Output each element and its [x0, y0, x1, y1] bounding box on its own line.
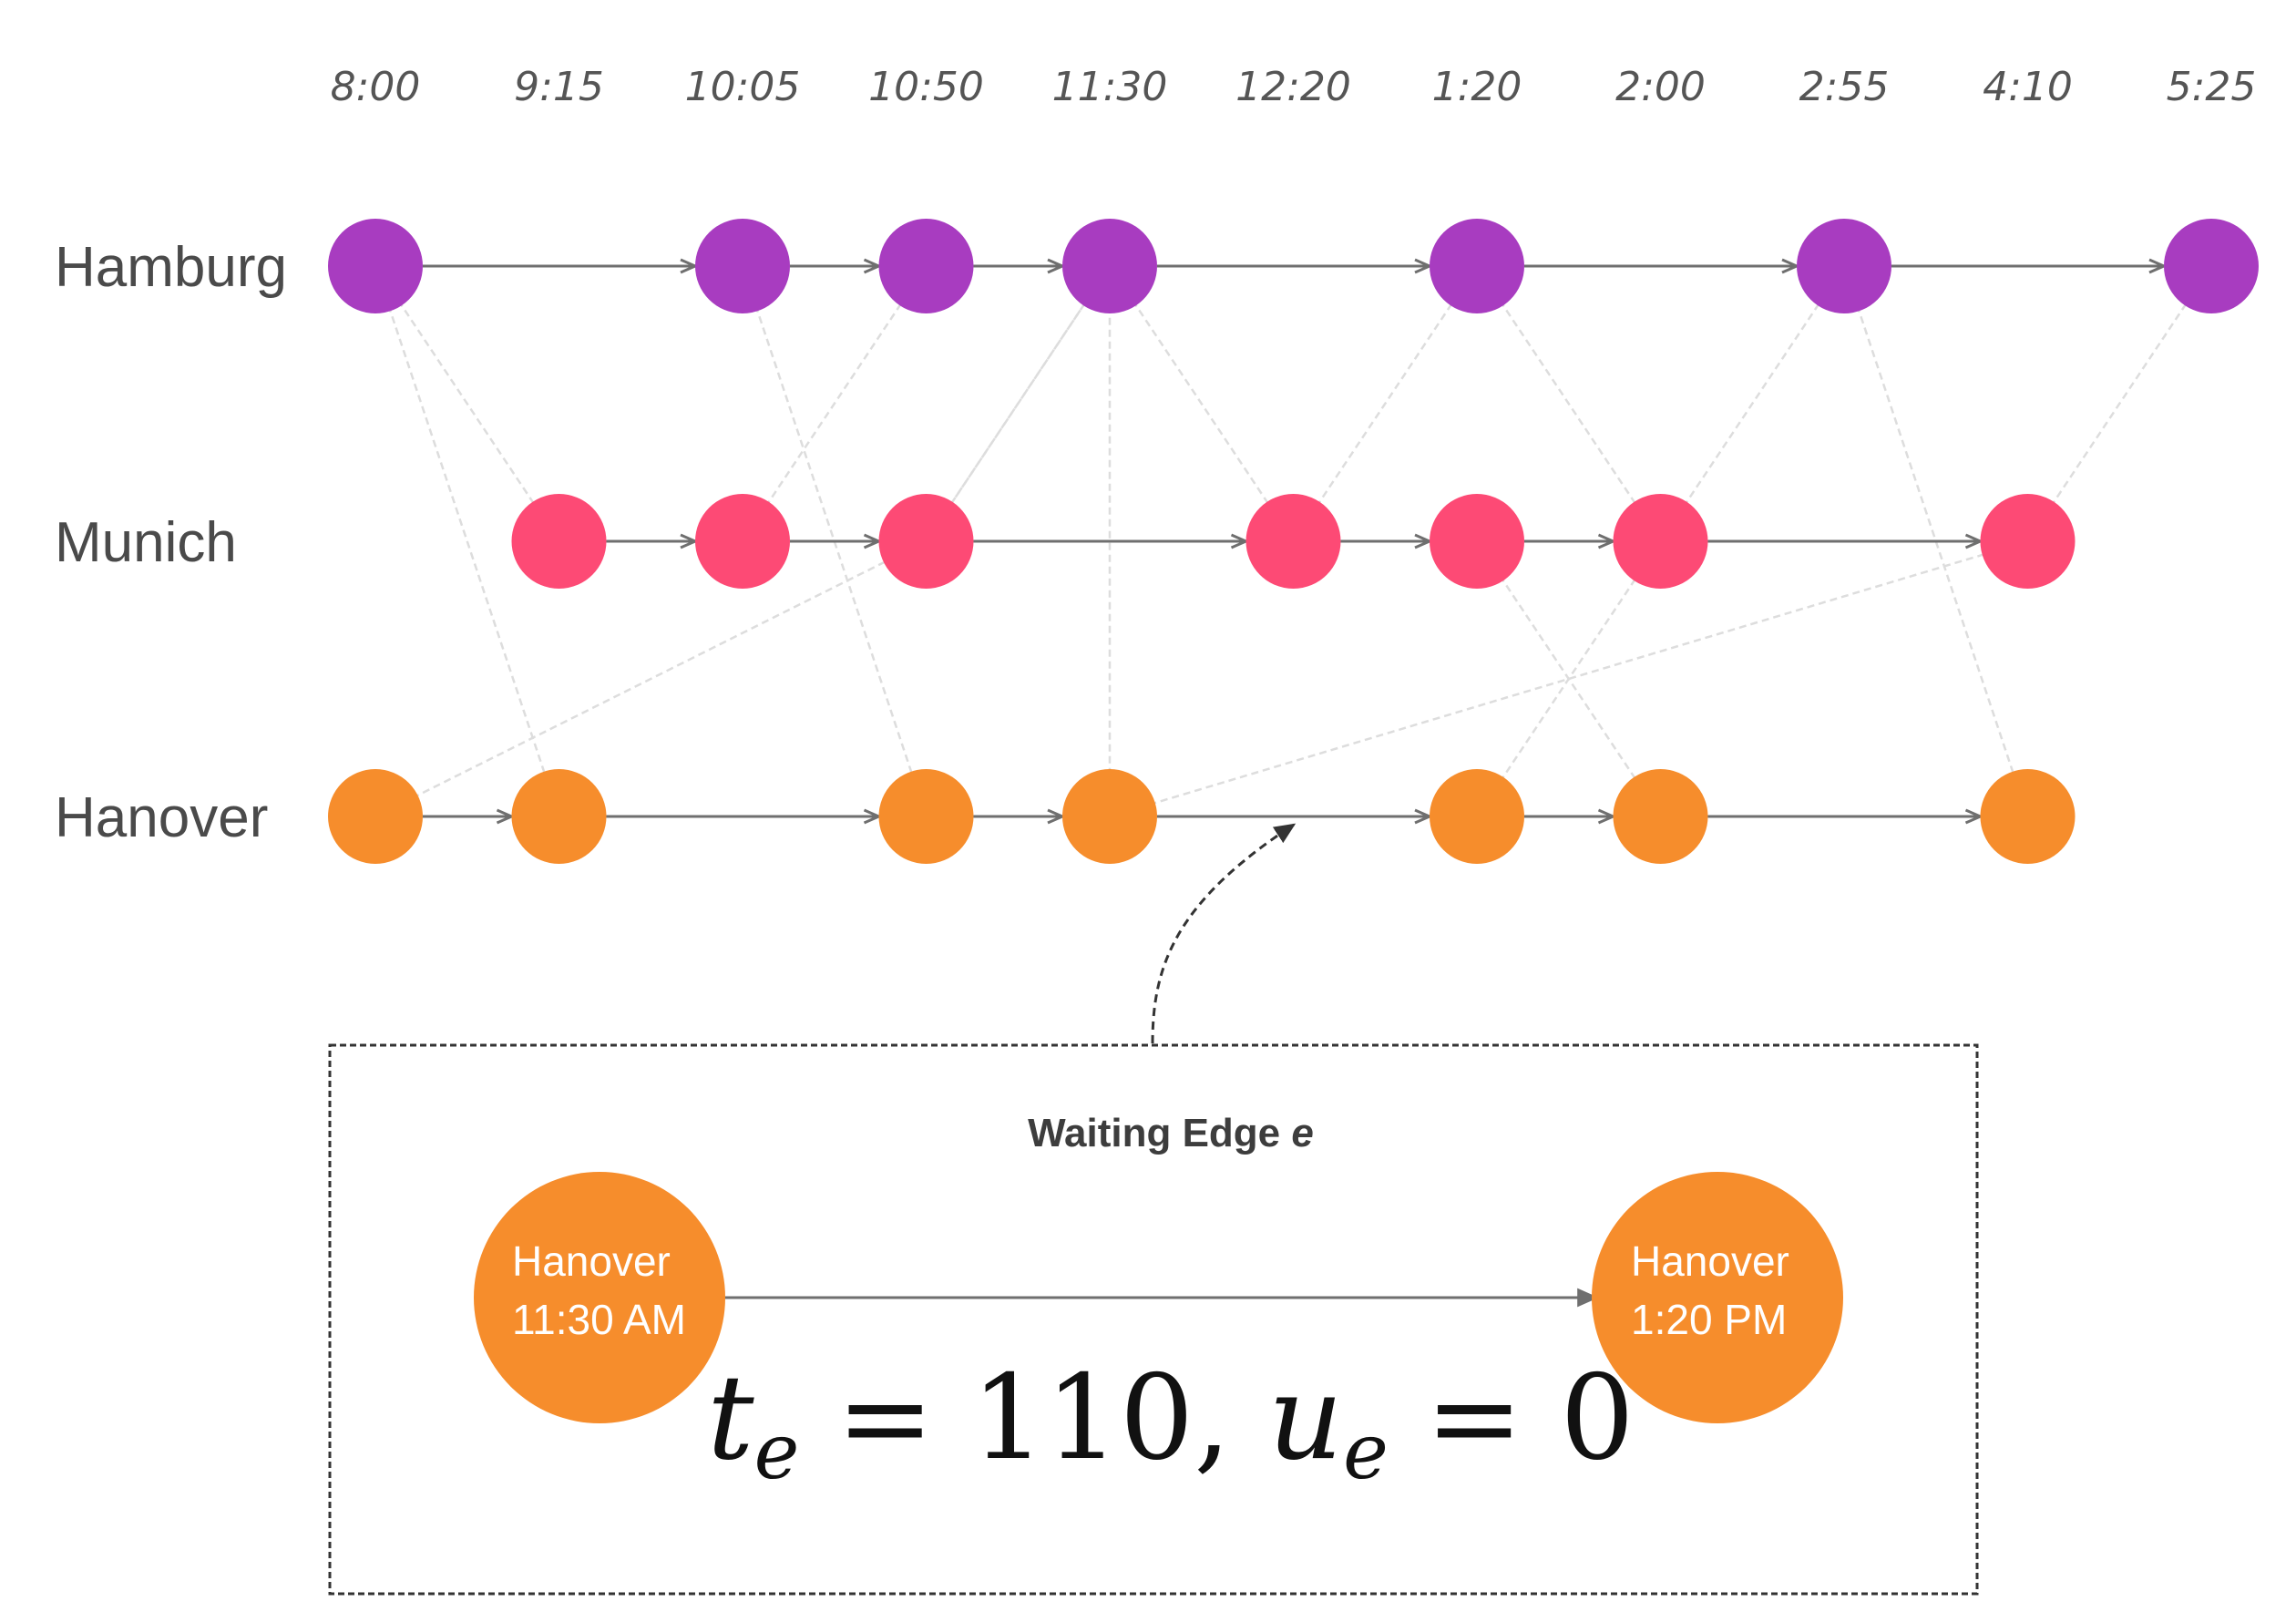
transfer-edge	[1124, 290, 1277, 517]
node-munich	[511, 494, 607, 589]
node-munich	[695, 494, 790, 589]
time-label: 11:30	[1052, 64, 1168, 110]
callout-title-variable: e	[1291, 1111, 1313, 1155]
city-label-hanover: Hanover	[55, 786, 268, 849]
node-hanover	[1980, 769, 2076, 864]
node-hanover	[328, 769, 423, 864]
callout-from-time: 11:30 AM	[512, 1296, 686, 1343]
node-hanover	[1062, 769, 1157, 864]
time-label: 2:00	[1615, 64, 1706, 110]
formula-t-subscript: e	[754, 1407, 800, 1496]
node-hamburg	[1430, 219, 1524, 313]
time-label: 9:15	[514, 64, 604, 110]
transfer-edge	[401, 554, 900, 805]
formula-u-symbol: u	[1268, 1350, 1343, 1486]
node-hamburg	[328, 219, 423, 313]
callout-border	[328, 1043, 1979, 1596]
time-label: 10:05	[685, 64, 801, 110]
waiting-edge-formula: te = 110, ue = 0	[707, 1350, 1635, 1496]
callout-pointer-arrow	[1151, 823, 1297, 1044]
transfer-edge	[757, 291, 910, 518]
time-label: 5:25	[2167, 64, 2257, 110]
time-label: 4:10	[1983, 64, 2073, 110]
city-labels: Hamburg Munich Hanover	[55, 236, 287, 849]
transfer-edge	[1308, 291, 1461, 518]
transfer-edge	[1491, 290, 1645, 517]
time-label: 2:55	[1799, 64, 1890, 110]
transfer-edge	[1491, 566, 1645, 793]
formula-t-value: 110	[971, 1350, 1194, 1486]
transfer-edge	[1676, 291, 1828, 518]
callout-to-time: 1:20 PM	[1631, 1296, 1787, 1343]
node-hamburg	[2164, 219, 2259, 313]
node-munich	[1430, 494, 1524, 589]
formula-t-symbol: t	[707, 1350, 754, 1486]
time-label: 1:20	[1432, 64, 1522, 110]
callout-title-text: Waiting Edge	[1028, 1111, 1280, 1155]
node-hamburg	[1797, 219, 1891, 313]
transfer-edge	[1137, 549, 2000, 809]
node-hamburg	[695, 219, 790, 313]
formula-u-subscript: e	[1343, 1407, 1389, 1496]
waiting-edge-callout: Waiting Edge e Hanover 11:30 AM Hanover …	[328, 1043, 1979, 1596]
node-hamburg	[878, 219, 974, 313]
event-nodes	[328, 219, 2259, 864]
node-munich	[1980, 494, 2076, 589]
node-munich	[1613, 494, 1708, 589]
city-label-hamburg: Hamburg	[55, 236, 287, 299]
time-axis-labels: 8:00 9:15 10:05 10:50 11:30 12:20 1:20 2:00 2:55…	[331, 64, 2257, 110]
transfer-edge	[390, 290, 543, 517]
node-hanover	[1613, 769, 1708, 864]
city-label-munich: Munich	[55, 511, 237, 574]
time-label: 8:00	[331, 64, 421, 110]
node-hanover	[878, 769, 974, 864]
node-hanover	[511, 769, 607, 864]
callout-from-node	[474, 1172, 725, 1423]
waiting-edges	[423, 266, 2164, 816]
callout-title: Waiting Edge e	[1028, 1111, 1314, 1155]
transfer-edge	[941, 291, 1093, 518]
transfer-edge	[2043, 291, 2195, 518]
time-label: 10:50	[868, 64, 984, 110]
node-hamburg	[1062, 219, 1157, 313]
node-hanover	[1430, 769, 1524, 864]
node-munich	[1245, 494, 1341, 589]
formula-u-value: 0	[1560, 1350, 1634, 1486]
callout-to-node	[1592, 1172, 1843, 1423]
node-munich	[878, 494, 974, 589]
transfer-edge	[384, 293, 549, 789]
callout-from-city: Hanover	[512, 1237, 671, 1285]
callout-to-city: Hanover	[1631, 1237, 1789, 1285]
time-label: 12:20	[1235, 64, 1351, 110]
